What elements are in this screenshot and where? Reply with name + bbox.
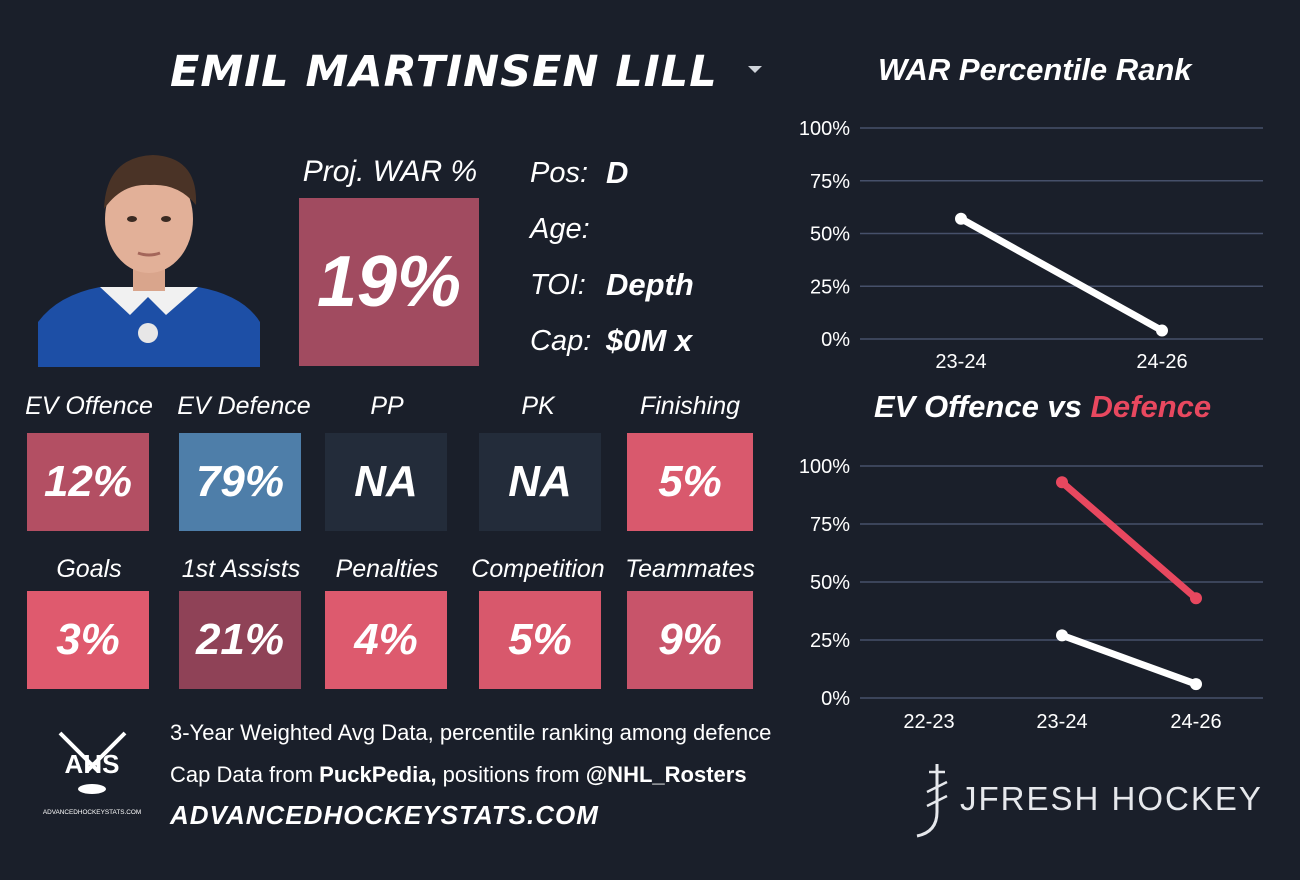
y-tick-label: 25% (810, 276, 850, 298)
y-tick-label: 75% (810, 171, 850, 193)
ahs-logo-subtext: ADVANCEDHOCKEYSTATS.COM (43, 809, 141, 816)
chart2-title-part1: EV Offence vs (874, 389, 1091, 424)
stat-teammates: 9% (627, 591, 753, 689)
y-tick-label: 0% (821, 688, 850, 710)
x-tick-label: 23-24 (935, 351, 986, 373)
info-row-toi: TOI: Depth (530, 265, 694, 305)
stat-finishing: 5% (627, 433, 753, 531)
x-tick-label: 23-24 (1036, 711, 1087, 733)
stat-ev-defence: 79% (179, 433, 301, 531)
info-value: Depth (606, 267, 694, 302)
series-line (1058, 631, 1200, 688)
footer-url-link[interactable]: ADVANCEDHOCKEYSTATS.COM (170, 800, 599, 830)
player-name: EMIL MARTINSEN LILL (170, 47, 718, 97)
player-headshot (38, 147, 260, 367)
info-key: TOI: (530, 268, 586, 301)
data-point (1190, 592, 1202, 605)
info-row-position: Pos: D (530, 153, 628, 193)
stat-label: Competition (471, 555, 605, 583)
proj-war-value: 19% (299, 198, 479, 366)
stat-label: Teammates (625, 555, 755, 583)
footer-credits: Cap Data from PuckPedia, positions from … (170, 762, 747, 788)
info-value: D (606, 155, 629, 190)
data-point (1190, 678, 1202, 691)
info-row-cap: Cap: $0M x (530, 321, 692, 361)
proj-war-label: Proj. WAR % (302, 155, 478, 188)
stat-first-assists: 21% (179, 591, 301, 689)
player-dropdown-icon[interactable] (748, 66, 762, 73)
y-tick-label: 75% (810, 514, 850, 536)
jfresh-logo (905, 762, 1285, 842)
footer-handle-link[interactable]: @NHL_Rosters (585, 762, 747, 787)
stat-penalties: 4% (325, 591, 447, 689)
x-tick-label: 24-26 (1136, 351, 1187, 373)
data-point (1156, 324, 1168, 337)
stat-label: PK (521, 392, 555, 420)
data-point (1056, 476, 1068, 489)
y-tick-label: 50% (810, 572, 850, 594)
stat-label: PP (370, 392, 404, 420)
series-line (957, 215, 1166, 335)
series-line (1058, 478, 1200, 602)
ahs-logo: AHS ADVANCEDHOCKEYSTATS.COM (40, 725, 145, 820)
stat-label: 1st Assists (181, 555, 301, 583)
info-key: Cap: (530, 324, 592, 357)
stat-label: EV Offence (25, 392, 153, 420)
data-point (955, 212, 967, 225)
footer-credits-mid: positions from (436, 762, 586, 787)
ahs-logo-text: AHS (65, 749, 120, 779)
data-point (1056, 629, 1068, 642)
stat-competition: 5% (479, 591, 601, 689)
footer-credits-prefix: Cap Data from (170, 762, 320, 787)
stat-label: Goals (56, 555, 122, 583)
y-tick-label: 100% (799, 456, 850, 478)
chart2-title: EV Offence vs Defence (874, 389, 1211, 425)
stat-pp: NA (325, 433, 447, 531)
x-tick-label: 24-26 (1170, 711, 1221, 733)
stat-label: Penalties (335, 555, 439, 583)
chart1-title: WAR Percentile Rank (878, 52, 1192, 87)
y-tick-label: 100% (799, 118, 850, 140)
info-key: Age: (530, 212, 590, 245)
x-tick-label: 22-23 (903, 711, 954, 733)
jfresh-brand-text: JFRESH HOCKEY (960, 780, 1263, 817)
info-row-age: Age: (530, 209, 606, 249)
stat-label: EV Defence (177, 392, 311, 420)
stat-goals: 3% (27, 591, 149, 689)
footer-method-note: 3-Year Weighted Avg Data, percentile ran… (170, 720, 772, 745)
y-tick-label: 0% (821, 329, 850, 351)
info-value: $0M x (606, 323, 693, 358)
stat-label: Finishing (639, 392, 741, 420)
y-tick-label: 50% (810, 224, 850, 246)
footer-source-link[interactable]: PuckPedia, (319, 762, 437, 787)
stat-pk: NA (479, 433, 601, 531)
y-tick-label: 25% (810, 630, 850, 652)
info-key: Pos: (530, 156, 589, 189)
stat-ev-offence: 12% (27, 433, 149, 531)
chart2-title-part2: Defence (1090, 389, 1212, 424)
